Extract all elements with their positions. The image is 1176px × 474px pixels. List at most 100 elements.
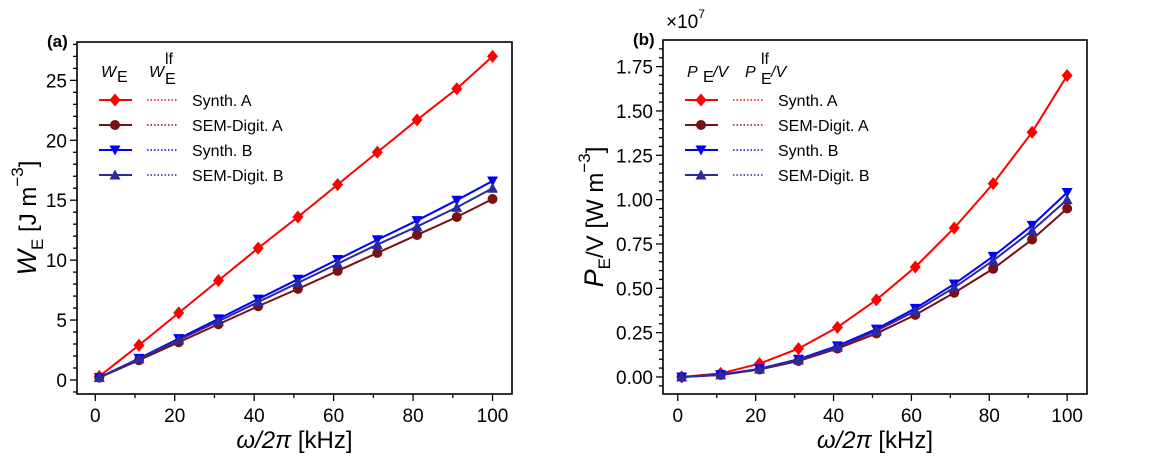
legend-entry: Synth. B bbox=[99, 143, 252, 160]
legend-entry: SEM-Digit. B bbox=[99, 168, 284, 185]
data-point bbox=[133, 353, 145, 364]
x-tick-label: 60 bbox=[323, 406, 344, 427]
x-tick-label: 0 bbox=[673, 406, 684, 427]
legend-label: SEM-Digit. A bbox=[192, 118, 283, 135]
legend-header: Plf E/V bbox=[745, 51, 787, 88]
data-point bbox=[792, 342, 804, 356]
legend-entry: Synth. A bbox=[685, 93, 838, 110]
series-sem-digit-a bbox=[94, 194, 498, 383]
y-axis-label-bracket: ] bbox=[15, 161, 42, 168]
legend-marker bbox=[695, 169, 707, 180]
legend-marker bbox=[695, 145, 707, 156]
x-tick-label: 40 bbox=[823, 406, 844, 427]
legend-header-symbol: W bbox=[149, 64, 166, 81]
y-scale-main: ×10 bbox=[666, 12, 698, 33]
y-axis-label: PE/V [W m−3] bbox=[575, 147, 614, 288]
y-tick-label: 15 bbox=[46, 191, 67, 212]
data-point bbox=[487, 49, 499, 63]
data-point bbox=[252, 241, 264, 255]
data-point bbox=[487, 182, 499, 193]
data-point bbox=[1061, 188, 1073, 199]
y-tick-label: 25 bbox=[46, 71, 67, 92]
series-lf-dotted-line bbox=[681, 199, 1068, 378]
data-point bbox=[676, 371, 688, 382]
data-point bbox=[412, 229, 423, 240]
legend-header-tail: /V bbox=[712, 64, 729, 81]
legend-label: Synth. A bbox=[778, 93, 838, 110]
data-point bbox=[451, 195, 463, 206]
series-line bbox=[681, 191, 1068, 378]
y-tick-label: 0 bbox=[56, 371, 67, 392]
data-point bbox=[948, 221, 960, 235]
legend-marker bbox=[109, 93, 121, 107]
x-axis-label-unit: [kHz] bbox=[291, 427, 352, 454]
data-point bbox=[948, 282, 960, 293]
legend-entry: SEM-Digit. A bbox=[685, 118, 869, 135]
x-tick-label: 80 bbox=[979, 406, 1000, 427]
legend-header-symbol: P bbox=[687, 64, 698, 81]
y-tick-label: 1.50 bbox=[616, 102, 653, 123]
y-tick-label: 0.00 bbox=[616, 368, 653, 389]
data-point bbox=[292, 277, 304, 288]
legend-header-superscript: lf bbox=[165, 51, 174, 68]
y-tick-label: 1.00 bbox=[616, 191, 653, 212]
x-axis-label-symbol: ω/2π bbox=[236, 427, 292, 454]
series-lf-dotted-line bbox=[681, 75, 1068, 378]
y-tick-label: 5 bbox=[56, 311, 67, 332]
data-point bbox=[332, 258, 344, 269]
x-tick-label: 80 bbox=[403, 406, 424, 427]
x-tick-label: 20 bbox=[745, 406, 766, 427]
data-point bbox=[212, 315, 224, 326]
legend-header-symbol: P bbox=[745, 64, 756, 81]
x-tick-label: 0 bbox=[90, 406, 101, 427]
legend-header-subscript: E bbox=[761, 71, 772, 88]
data-point bbox=[411, 221, 423, 232]
legend-label: SEM-Digit. B bbox=[192, 168, 284, 185]
y-axis-label-superscript: −3 bbox=[8, 167, 27, 186]
series-sem-digit-b bbox=[676, 194, 1073, 382]
data-point bbox=[987, 255, 999, 266]
x-tick-label: 20 bbox=[164, 406, 185, 427]
legend-entry: Synth. B bbox=[685, 143, 838, 160]
legend-label: SEM-Digit. B bbox=[778, 168, 870, 185]
series-synth-b bbox=[676, 188, 1073, 383]
data-point bbox=[332, 265, 343, 276]
y-axis-label-bracket: ] bbox=[582, 147, 609, 154]
y-tick-label: 1.75 bbox=[616, 58, 653, 79]
y-axis-label-symbol: W bbox=[12, 247, 42, 275]
series-sem-digit-b bbox=[93, 182, 499, 383]
data-point bbox=[831, 341, 843, 352]
legend-marker bbox=[695, 93, 707, 107]
legend-label: Synth. A bbox=[192, 93, 252, 110]
data-point bbox=[212, 274, 224, 288]
data-point bbox=[487, 176, 499, 187]
y-tick-label: 20 bbox=[46, 131, 67, 152]
data-point bbox=[173, 306, 185, 320]
series-sem-digit-a bbox=[676, 203, 1073, 382]
legend-entry: SEM-Digit. A bbox=[99, 118, 283, 135]
legend-label: SEM-Digit. A bbox=[778, 118, 869, 135]
data-point bbox=[451, 82, 463, 96]
legend-header-subscript: E bbox=[703, 69, 714, 86]
chart-panel-b: 0 20 40 60 80 100 0.00 0.25 0.50 0.75 1.00 1.25 1.50… bbox=[575, 7, 1088, 454]
data-point bbox=[988, 263, 999, 274]
series-lf-dotted-line bbox=[98, 55, 494, 377]
y-tick-label: 0.25 bbox=[616, 324, 653, 345]
data-point bbox=[292, 210, 304, 224]
data-point bbox=[133, 338, 145, 352]
panel-label: (a) bbox=[47, 32, 68, 51]
x-tick-label: 100 bbox=[477, 406, 509, 427]
legend-marker bbox=[110, 120, 120, 130]
data-point bbox=[1061, 68, 1073, 82]
legend-header-subscript: E bbox=[165, 71, 176, 88]
legend-header-subscript: E bbox=[117, 69, 128, 86]
x-axis-label-symbol: ω/2π bbox=[817, 427, 873, 454]
data-point bbox=[987, 177, 999, 191]
data-point bbox=[1062, 203, 1073, 214]
data-point bbox=[715, 369, 727, 380]
data-point bbox=[909, 260, 921, 274]
